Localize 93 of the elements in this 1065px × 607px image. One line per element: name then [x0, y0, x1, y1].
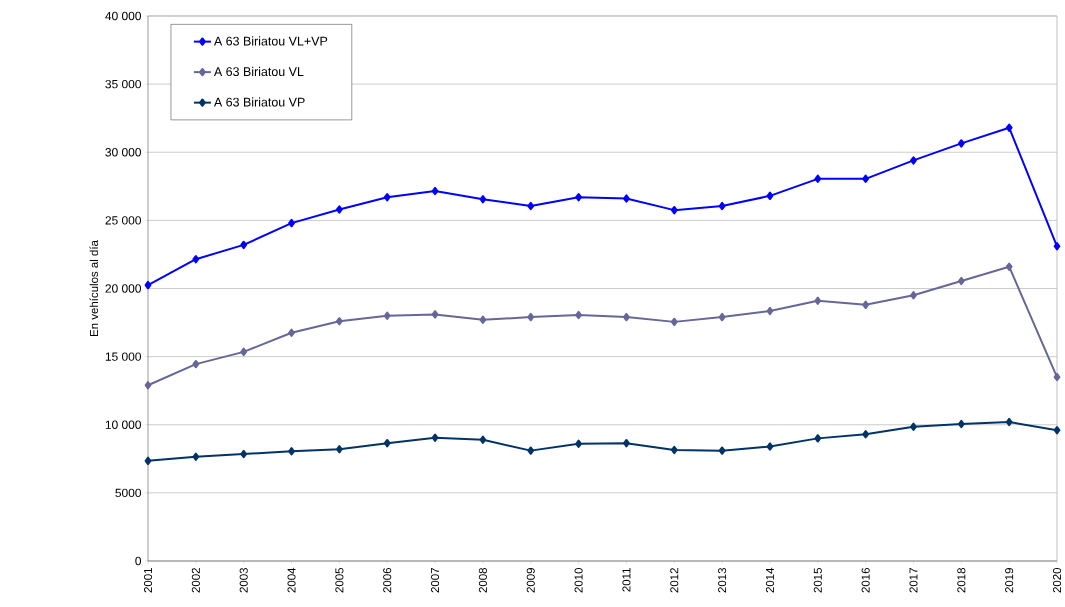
point [431, 186, 439, 196]
point [862, 300, 870, 310]
point [575, 310, 582, 320]
x-tick-label: 2012 [670, 568, 679, 593]
point [623, 312, 630, 322]
y-tick-label: 15 000 [105, 352, 141, 361]
point [527, 201, 535, 211]
point [240, 240, 248, 250]
point [862, 174, 870, 183]
y-tick-label: 25 000 [105, 216, 141, 225]
point [479, 195, 487, 204]
x-tick-label: 2011 [622, 568, 631, 592]
point [288, 218, 295, 228]
x-tick-label: 2006 [383, 568, 392, 593]
point [288, 328, 295, 337]
point [910, 156, 917, 165]
y-tick-label: 10 000 [105, 420, 141, 429]
x-tick-label: 2002 [191, 568, 200, 593]
x-tick-label: 2001 [143, 568, 153, 593]
point [814, 174, 822, 183]
point [144, 381, 152, 390]
point [144, 456, 152, 466]
point [1053, 242, 1061, 251]
x-tick-label: 2020 [1052, 567, 1062, 593]
x-tick-label: 2016 [861, 568, 870, 593]
point [383, 311, 391, 320]
x-tick-label: 2017 [909, 568, 918, 593]
point [479, 435, 487, 444]
y-tick-label: 35 000 [105, 79, 141, 89]
point [192, 359, 200, 369]
y-tick-label: 5000 [115, 488, 142, 498]
point [957, 139, 965, 148]
point [1005, 417, 1013, 427]
point [1005, 123, 1013, 132]
point [814, 296, 822, 305]
point [670, 317, 678, 327]
x-tick-label: 2004 [287, 567, 296, 593]
point [575, 193, 582, 202]
x-tick-label: 2010 [574, 567, 583, 593]
x-tick-label: 2003 [239, 568, 248, 593]
point [862, 430, 870, 439]
point [718, 446, 726, 455]
y-tick-label: 20 000 [105, 284, 141, 293]
point [240, 449, 248, 459]
point [383, 193, 391, 202]
legend-label: A 63 Biriatou VL+VP [213, 36, 328, 46]
point [623, 194, 630, 203]
point [910, 422, 917, 431]
point [1005, 262, 1013, 271]
point [957, 419, 965, 429]
point [718, 312, 726, 322]
legend-label: A 63 Biriatou VL [213, 66, 304, 77]
x-tick-label: 2014 [765, 567, 775, 593]
y-axis-title: En vehículos al día [89, 240, 99, 336]
point [192, 452, 200, 461]
point [335, 205, 343, 214]
x-tick-label: 2019 [1005, 568, 1014, 593]
point [192, 255, 200, 264]
point [479, 315, 487, 325]
point [240, 347, 248, 357]
point [383, 438, 391, 448]
point [575, 439, 582, 449]
point [288, 447, 295, 456]
x-tick-label: 2005 [335, 568, 344, 593]
point [910, 291, 917, 300]
x-tick-label: 2018 [957, 568, 966, 593]
point [670, 445, 678, 455]
point [670, 205, 678, 215]
point [431, 310, 439, 319]
point [335, 445, 343, 454]
point [1053, 426, 1061, 435]
point [957, 276, 965, 286]
x-tick-label: 2007 [431, 568, 440, 593]
point [527, 312, 535, 322]
point [766, 442, 774, 451]
point [766, 191, 774, 201]
point [431, 433, 439, 442]
point [718, 201, 726, 211]
y-tick-label: 40 000 [105, 11, 141, 21]
point [814, 434, 822, 443]
x-tick-label: 2015 [813, 568, 822, 593]
x-tick-label: 2009 [526, 568, 535, 593]
y-tick-label: 30 000 [105, 148, 141, 157]
point [527, 446, 535, 455]
point [623, 438, 630, 448]
point [335, 317, 343, 326]
point [766, 306, 774, 316]
point [1053, 372, 1061, 382]
legend-label: A 63 Biriatou VP [213, 97, 305, 107]
x-tick-label: 2013 [718, 568, 727, 593]
y-tick-label: 0 [135, 556, 142, 566]
point [144, 280, 152, 290]
x-tick-label: 2008 [478, 568, 487, 593]
